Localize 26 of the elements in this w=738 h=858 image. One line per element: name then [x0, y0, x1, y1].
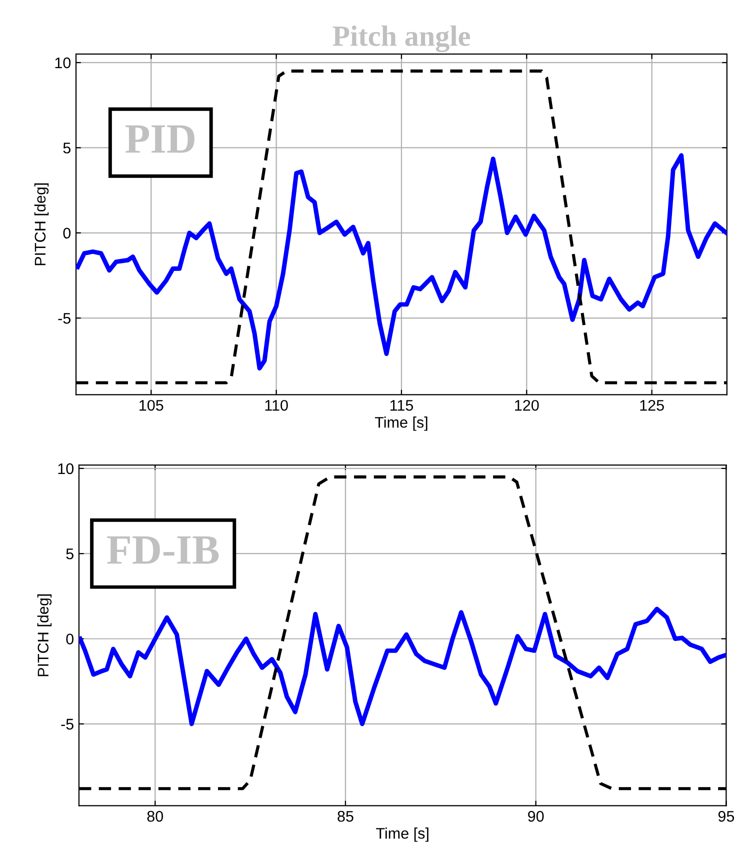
y-axis-title: PITCH [deg]	[37, 594, 52, 676]
annotation: PID	[125, 125, 194, 153]
y-tick-label: 5	[63, 142, 71, 154]
y-tick-label: 5	[66, 548, 74, 560]
y-tick-label: 10	[55, 57, 71, 68]
y-tick-label: 0	[63, 228, 71, 239]
annotation: FD-IB	[107, 536, 219, 564]
x-tick-label: 85	[338, 810, 354, 822]
y-axis-title: PITCH [deg]	[34, 183, 49, 266]
x-tick-label: 110	[265, 400, 288, 411]
x-axis-title: Time [s]	[376, 828, 428, 842]
x-tick-label: 115	[390, 400, 414, 411]
chart-title: Pitch angle	[332, 25, 470, 52]
x-tick-label: 125	[640, 400, 664, 411]
y-tick-label: 0	[66, 634, 74, 644]
x-tick-label: 90	[528, 810, 544, 822]
y-tick-label: -5	[61, 718, 74, 730]
x-tick-label: 120	[515, 400, 539, 411]
y-tick-label: 10	[58, 463, 74, 474]
line-series	[78, 606, 726, 726]
x-tick-label: 105	[140, 400, 164, 411]
line-series	[76, 153, 727, 371]
x-axis-title: Time [s]	[374, 416, 428, 431]
y-tick-label: -5	[58, 313, 71, 324]
x-tick-label: 80	[147, 810, 164, 822]
x-tick-label: 95	[718, 810, 734, 822]
